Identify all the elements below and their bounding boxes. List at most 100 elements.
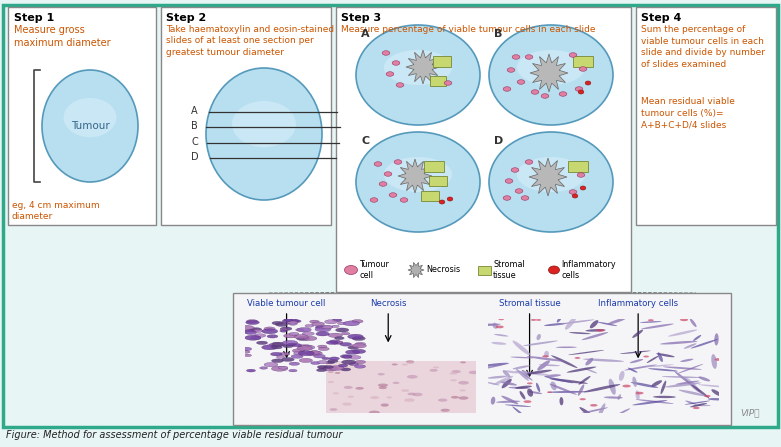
Ellipse shape	[519, 391, 526, 400]
Ellipse shape	[516, 369, 529, 381]
Ellipse shape	[572, 194, 578, 198]
Ellipse shape	[302, 332, 314, 336]
Ellipse shape	[500, 381, 517, 386]
Ellipse shape	[408, 392, 415, 395]
Ellipse shape	[247, 369, 255, 372]
Ellipse shape	[407, 362, 415, 364]
Ellipse shape	[291, 354, 303, 358]
Text: Sum the percentage of
viable tumour cells in each
slide and divide by number
of : Sum the percentage of viable tumour cell…	[641, 25, 765, 69]
Ellipse shape	[323, 366, 337, 371]
Ellipse shape	[503, 87, 511, 91]
Ellipse shape	[352, 337, 366, 341]
Ellipse shape	[338, 364, 348, 367]
Ellipse shape	[301, 345, 315, 350]
Ellipse shape	[698, 376, 710, 381]
Text: Take haematoxylin and eosin-stained
slides of at least one section per
greatest : Take haematoxylin and eosin-stained slid…	[166, 25, 334, 57]
Ellipse shape	[512, 55, 520, 59]
Ellipse shape	[244, 335, 261, 340]
FancyBboxPatch shape	[429, 176, 447, 186]
Ellipse shape	[565, 317, 576, 330]
Ellipse shape	[578, 90, 584, 94]
Ellipse shape	[640, 321, 662, 323]
Text: Necrosis: Necrosis	[370, 299, 406, 308]
Ellipse shape	[439, 200, 445, 204]
Ellipse shape	[270, 352, 282, 356]
Ellipse shape	[579, 376, 590, 385]
Ellipse shape	[407, 375, 418, 379]
Ellipse shape	[400, 198, 408, 202]
Ellipse shape	[693, 335, 701, 341]
Ellipse shape	[525, 160, 533, 164]
Ellipse shape	[496, 325, 504, 328]
Ellipse shape	[494, 376, 513, 385]
Ellipse shape	[272, 359, 284, 363]
Ellipse shape	[315, 327, 331, 332]
Ellipse shape	[590, 320, 598, 328]
Ellipse shape	[272, 366, 287, 371]
Ellipse shape	[276, 356, 285, 358]
Ellipse shape	[684, 377, 701, 392]
Ellipse shape	[525, 55, 533, 59]
Ellipse shape	[342, 403, 351, 406]
Ellipse shape	[330, 408, 337, 411]
Ellipse shape	[370, 396, 380, 399]
Text: Viable tumour cell: Viable tumour cell	[248, 299, 326, 308]
Ellipse shape	[575, 87, 583, 91]
Ellipse shape	[294, 334, 308, 339]
Ellipse shape	[297, 337, 310, 341]
Ellipse shape	[313, 354, 326, 358]
Ellipse shape	[331, 325, 339, 328]
Ellipse shape	[487, 375, 508, 379]
Ellipse shape	[370, 198, 378, 202]
Ellipse shape	[322, 357, 330, 360]
Text: Measure gross
maximum diameter: Measure gross maximum diameter	[14, 25, 111, 48]
Ellipse shape	[548, 391, 587, 393]
Ellipse shape	[252, 329, 262, 333]
Ellipse shape	[536, 383, 540, 392]
Ellipse shape	[517, 157, 585, 192]
Ellipse shape	[296, 329, 305, 331]
Polygon shape	[398, 159, 432, 193]
Text: A: A	[191, 106, 198, 116]
Ellipse shape	[430, 369, 438, 372]
Ellipse shape	[662, 376, 702, 378]
Ellipse shape	[272, 321, 284, 325]
Ellipse shape	[698, 384, 732, 388]
Ellipse shape	[244, 354, 251, 357]
Ellipse shape	[503, 196, 511, 200]
Ellipse shape	[328, 381, 334, 383]
Ellipse shape	[282, 319, 298, 324]
Ellipse shape	[510, 357, 533, 358]
Ellipse shape	[608, 379, 615, 395]
Ellipse shape	[653, 396, 676, 398]
Ellipse shape	[394, 160, 402, 164]
Ellipse shape	[305, 325, 314, 327]
FancyBboxPatch shape	[477, 266, 490, 274]
Ellipse shape	[590, 404, 597, 407]
Ellipse shape	[392, 61, 400, 65]
Ellipse shape	[242, 351, 250, 353]
Ellipse shape	[449, 372, 457, 375]
Ellipse shape	[238, 325, 254, 330]
FancyBboxPatch shape	[573, 55, 593, 67]
FancyBboxPatch shape	[326, 361, 476, 413]
Ellipse shape	[559, 92, 567, 96]
Ellipse shape	[583, 384, 620, 392]
Ellipse shape	[517, 50, 585, 85]
Ellipse shape	[704, 395, 711, 397]
Polygon shape	[408, 262, 424, 278]
Ellipse shape	[311, 362, 320, 364]
Ellipse shape	[685, 401, 697, 405]
Polygon shape	[406, 50, 440, 84]
FancyBboxPatch shape	[433, 55, 451, 67]
Ellipse shape	[597, 403, 605, 419]
Ellipse shape	[340, 342, 351, 346]
Text: B: B	[494, 29, 502, 39]
Ellipse shape	[577, 173, 585, 177]
Ellipse shape	[515, 189, 522, 193]
Ellipse shape	[641, 324, 674, 329]
Ellipse shape	[487, 382, 500, 385]
Ellipse shape	[536, 319, 541, 321]
Ellipse shape	[272, 346, 282, 349]
Ellipse shape	[440, 409, 450, 412]
